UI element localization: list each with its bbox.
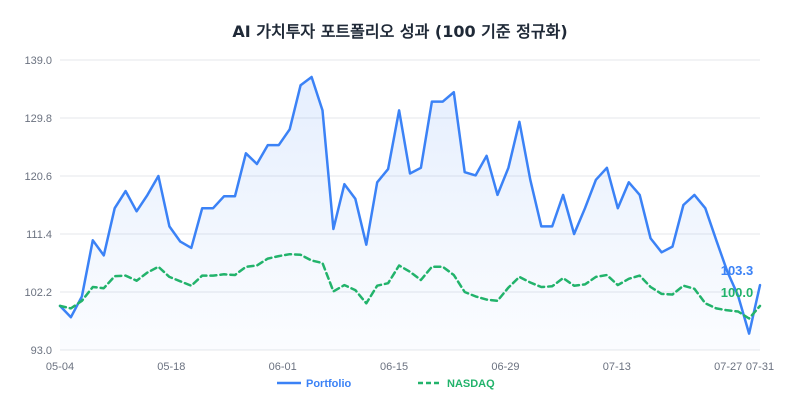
x-tick-label: 07-31 (746, 361, 774, 373)
y-tick-label: 139.0 (24, 55, 52, 67)
y-tick-label: 111.4 (26, 229, 52, 241)
x-tick-label: 06-01 (269, 361, 297, 373)
y-tick-label: 93.0 (31, 345, 52, 357)
nasdaq-end-label: 100.0 (721, 285, 754, 300)
x-tick-label: 05-04 (46, 361, 74, 373)
y-tick-label: 120.6 (24, 171, 52, 183)
x-tick-label: 07-27 (714, 361, 742, 373)
chart-title: AI 가치투자 포트폴리오 성과 (100 기준 정규화) (232, 22, 568, 41)
portfolio-line (58, 75, 762, 335)
y-tick-label: 129.8 (24, 113, 52, 125)
x-tick-label: 05-18 (157, 361, 185, 373)
legend-label-portfolio: Portfolio (306, 378, 351, 390)
portfolio-area (60, 77, 760, 350)
nasdaq-line (58, 252, 762, 320)
legend-label-nasdaq: NASDAQ (447, 378, 495, 390)
x-tick-label: 06-29 (491, 361, 519, 373)
x-tick-label: 06-15 (380, 361, 408, 373)
portfolio-end-label: 103.3 (721, 263, 754, 278)
x-tick-label: 07-13 (603, 361, 631, 373)
y-tick-label: 102.2 (24, 287, 52, 299)
